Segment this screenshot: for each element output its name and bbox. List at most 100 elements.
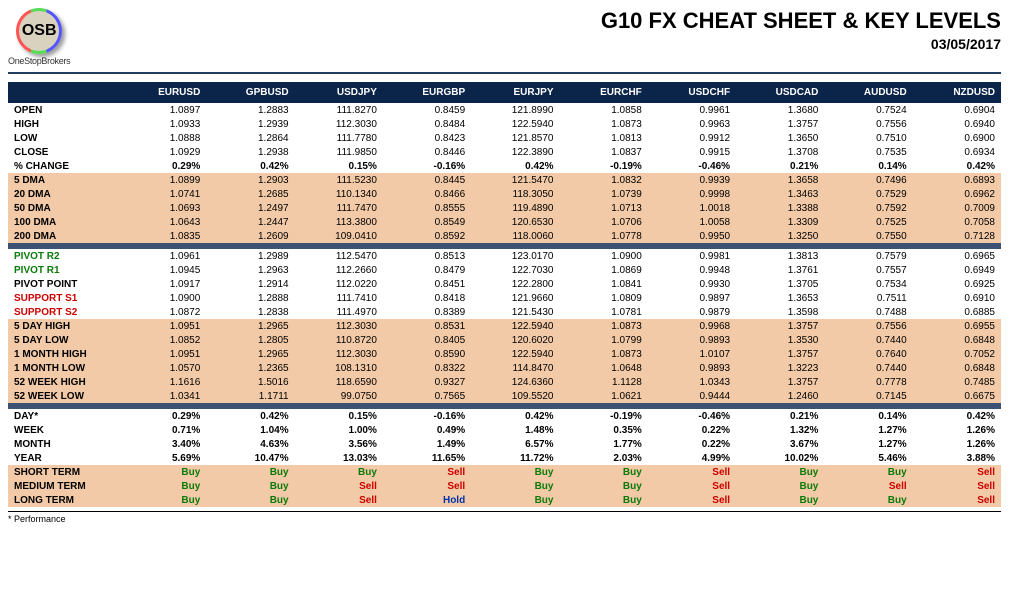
data-cell: Buy bbox=[206, 465, 294, 479]
row-label: 5 DMA bbox=[8, 173, 118, 187]
data-cell: Hold bbox=[383, 493, 471, 507]
data-cell: 0.21% bbox=[736, 159, 824, 173]
row-label: % CHANGE bbox=[8, 159, 118, 173]
data-cell: 1.0832 bbox=[559, 173, 647, 187]
footnote: * Performance bbox=[8, 511, 1001, 524]
data-cell: Buy bbox=[824, 465, 912, 479]
data-cell: 0.8549 bbox=[383, 215, 471, 229]
data-cell: Buy bbox=[206, 479, 294, 493]
data-cell: 119.4890 bbox=[471, 201, 559, 215]
data-cell: 2.03% bbox=[559, 451, 647, 465]
data-cell: 0.22% bbox=[648, 437, 736, 451]
table-row: LONG TERMBuyBuySellHoldBuyBuySellBuyBuyS… bbox=[8, 493, 1001, 507]
data-cell: Buy bbox=[118, 479, 206, 493]
data-cell: 0.8590 bbox=[383, 347, 471, 361]
data-cell: 0.6904 bbox=[913, 103, 1001, 117]
data-cell: 118.3050 bbox=[471, 187, 559, 201]
data-cell: 112.3030 bbox=[295, 117, 383, 131]
data-cell: 0.9963 bbox=[648, 117, 736, 131]
data-cell: 3.56% bbox=[295, 437, 383, 451]
data-cell: Buy bbox=[206, 493, 294, 507]
row-label: PIVOT R1 bbox=[8, 263, 118, 277]
data-cell: 0.9915 bbox=[648, 145, 736, 159]
column-header: USDCHF bbox=[648, 82, 736, 103]
data-cell: 120.6530 bbox=[471, 215, 559, 229]
data-cell: 1.0058 bbox=[648, 215, 736, 229]
data-cell: 0.6965 bbox=[913, 249, 1001, 263]
table-row: 1 MONTH HIGH1.09511.2965112.30300.859012… bbox=[8, 347, 1001, 361]
data-cell: 0.8423 bbox=[383, 131, 471, 145]
data-cell: 1.77% bbox=[559, 437, 647, 451]
data-cell: 121.5470 bbox=[471, 173, 559, 187]
data-cell: 0.7535 bbox=[824, 145, 912, 159]
data-cell: 1.2685 bbox=[206, 187, 294, 201]
column-header: EURGBP bbox=[383, 82, 471, 103]
table-row: 1 MONTH LOW1.05701.2365108.13100.8322114… bbox=[8, 361, 1001, 375]
data-cell: -0.16% bbox=[383, 409, 471, 423]
data-cell: 1.0841 bbox=[559, 277, 647, 291]
data-cell: 1.1616 bbox=[118, 375, 206, 389]
data-cell: 0.35% bbox=[559, 423, 647, 437]
data-cell: 0.21% bbox=[736, 409, 824, 423]
data-cell: 0.29% bbox=[118, 409, 206, 423]
title-block: G10 FX CHEAT SHEET & KEY LEVELS 03/05/20… bbox=[601, 8, 1001, 52]
data-cell: 0.8418 bbox=[383, 291, 471, 305]
data-cell: 0.6910 bbox=[913, 291, 1001, 305]
data-cell: 1.2939 bbox=[206, 117, 294, 131]
data-cell: 1.2903 bbox=[206, 173, 294, 187]
data-cell: 0.7550 bbox=[824, 229, 912, 243]
table-row: WEEK0.71%1.04%1.00%0.49%1.48%0.35%0.22%1… bbox=[8, 423, 1001, 437]
table-row: SUPPORT S21.08721.2838111.49700.8389121.… bbox=[8, 305, 1001, 319]
data-cell: 0.9444 bbox=[648, 389, 736, 403]
data-cell: 4.99% bbox=[648, 451, 736, 465]
data-cell: 122.5940 bbox=[471, 347, 559, 361]
data-cell: 0.15% bbox=[295, 409, 383, 423]
row-label: YEAR bbox=[8, 451, 118, 465]
data-cell: 0.9879 bbox=[648, 305, 736, 319]
table-row: MONTH3.40%4.63%3.56%1.49%6.57%1.77%0.22%… bbox=[8, 437, 1001, 451]
table-row: PIVOT R11.09451.2963112.26600.8479122.70… bbox=[8, 263, 1001, 277]
data-cell: 109.0410 bbox=[295, 229, 383, 243]
data-cell: 1.3309 bbox=[736, 215, 824, 229]
logo-block: OSB OneStopBrokers bbox=[8, 8, 70, 66]
data-cell: 1.3463 bbox=[736, 187, 824, 201]
data-cell: 0.7525 bbox=[824, 215, 912, 229]
data-cell: 121.8570 bbox=[471, 131, 559, 145]
data-cell: Sell bbox=[648, 493, 736, 507]
data-cell: 0.42% bbox=[206, 409, 294, 423]
data-cell: 122.7030 bbox=[471, 263, 559, 277]
data-cell: 1.0648 bbox=[559, 361, 647, 375]
data-cell: 1.3598 bbox=[736, 305, 824, 319]
data-cell: 0.6675 bbox=[913, 389, 1001, 403]
data-cell: 1.0873 bbox=[559, 347, 647, 361]
data-cell: 1.2914 bbox=[206, 277, 294, 291]
data-cell: 0.6955 bbox=[913, 319, 1001, 333]
table-row: 52 WEEK HIGH1.16161.5016118.65900.932712… bbox=[8, 375, 1001, 389]
row-label: CLOSE bbox=[8, 145, 118, 159]
data-cell: 1.2965 bbox=[206, 319, 294, 333]
data-cell: 1.2838 bbox=[206, 305, 294, 319]
data-cell: 112.2660 bbox=[295, 263, 383, 277]
data-cell: 1.2864 bbox=[206, 131, 294, 145]
data-cell: 111.8270 bbox=[295, 103, 383, 117]
data-cell: Buy bbox=[736, 479, 824, 493]
data-cell: 0.8446 bbox=[383, 145, 471, 159]
row-label: 1 MONTH LOW bbox=[8, 361, 118, 375]
data-cell: 1.5016 bbox=[206, 375, 294, 389]
data-cell: 0.7440 bbox=[824, 361, 912, 375]
column-header: USDJPY bbox=[295, 82, 383, 103]
data-cell: 109.5520 bbox=[471, 389, 559, 403]
data-cell: 122.5940 bbox=[471, 319, 559, 333]
data-cell: 0.7640 bbox=[824, 347, 912, 361]
data-cell: 112.3030 bbox=[295, 347, 383, 361]
data-cell: 0.8405 bbox=[383, 333, 471, 347]
data-cell: 0.9327 bbox=[383, 375, 471, 389]
data-cell: Buy bbox=[471, 479, 559, 493]
data-cell: -0.46% bbox=[648, 159, 736, 173]
row-label: LOW bbox=[8, 131, 118, 145]
data-cell: 1.2989 bbox=[206, 249, 294, 263]
data-cell: 0.8459 bbox=[383, 103, 471, 117]
row-label: SUPPORT S1 bbox=[8, 291, 118, 305]
data-cell: 4.63% bbox=[206, 437, 294, 451]
data-cell: 10.47% bbox=[206, 451, 294, 465]
